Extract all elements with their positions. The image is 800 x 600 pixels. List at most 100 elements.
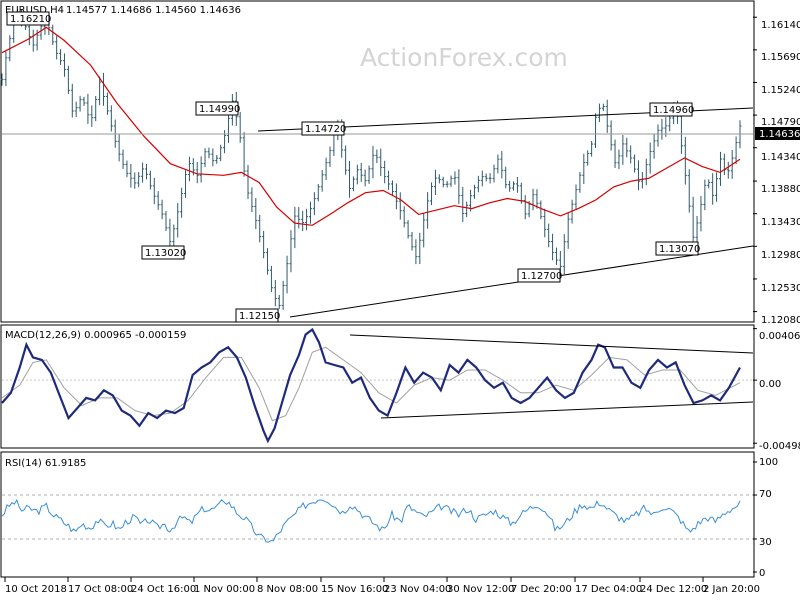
- y-tick-label: 1.15690: [761, 52, 800, 63]
- x-tick-label: 23 Nov 04:00: [384, 584, 451, 595]
- price-axis: 1.16140 1.15690 1.15240 1.14790 1.14340 …: [761, 20, 800, 326]
- price-bar: [390, 180, 394, 196]
- price-bar: [180, 187, 184, 218]
- price-bar: [4, 51, 8, 87]
- price-bar: [500, 151, 504, 179]
- price-bar: [476, 175, 480, 193]
- price-bar: [219, 144, 223, 162]
- price-bar: [281, 280, 285, 310]
- price-bar: [402, 206, 406, 228]
- price-bar: [691, 196, 695, 247]
- price-bar: [344, 145, 348, 175]
- price-bar: [472, 184, 476, 199]
- price-bar: [168, 218, 172, 251]
- price-bar: [718, 151, 722, 186]
- price-bar: [301, 210, 305, 232]
- price-bar: [305, 208, 309, 231]
- y-tick-label: 1.14790: [761, 117, 800, 128]
- price-bar: [449, 175, 453, 187]
- price-bar: [504, 166, 508, 189]
- svg-text:1.13070: 1.13070: [659, 244, 700, 255]
- price-bar: [590, 141, 594, 157]
- price-bar: [633, 154, 637, 173]
- price-bar: [387, 170, 391, 190]
- price-bar: [98, 76, 102, 106]
- x-tick-label: 10 Oct 2018: [5, 584, 67, 595]
- price-bar: [74, 101, 78, 118]
- price-bar: [172, 224, 176, 246]
- price-bar: [625, 137, 629, 158]
- price-bar: [195, 162, 199, 184]
- x-tick-label: 17 Oct 08:00: [68, 584, 133, 595]
- price-bar: [285, 255, 289, 294]
- price-bar: [609, 120, 613, 151]
- label-1-14960: 1.14960: [649, 102, 694, 117]
- x-tick-label: 15 Nov 16:00: [321, 584, 388, 595]
- price-bar: [363, 169, 367, 187]
- price-bar: [324, 157, 328, 180]
- price-bar: [90, 105, 94, 128]
- price-bar: [316, 184, 320, 202]
- price-bar: [351, 176, 355, 192]
- price-bar: [539, 200, 543, 220]
- y-tick-label: 1.12980: [761, 250, 800, 261]
- price-bar: [523, 195, 527, 220]
- rsi-tick-label: 30: [759, 537, 772, 548]
- price-bar: [137, 172, 141, 188]
- price-bar: [70, 83, 74, 118]
- price-bar: [683, 136, 687, 185]
- price-bar: [66, 65, 70, 94]
- price-bar: [320, 170, 324, 192]
- price-bar: [117, 134, 121, 162]
- price-bar: [152, 177, 156, 205]
- svg-text:1.12150: 1.12150: [239, 311, 280, 322]
- macd-lower-trendline: [380, 401, 754, 419]
- price-bar: [297, 207, 301, 229]
- price-bar: [617, 149, 621, 170]
- price-bar: [133, 172, 137, 189]
- price-bar: [726, 161, 730, 179]
- price-bar: [242, 132, 246, 177]
- price-bar: [59, 49, 63, 65]
- price-bar: [613, 139, 617, 168]
- price-bar: [262, 230, 266, 259]
- price-bar: [156, 191, 160, 210]
- price-bar: [129, 163, 133, 188]
- price-bar: [308, 201, 312, 224]
- macd-panel-frame: [0, 324, 755, 449]
- price-bar: [660, 118, 664, 140]
- macd-signal-line: [1, 346, 741, 422]
- price-bar: [457, 169, 461, 204]
- price-bar: [348, 160, 352, 198]
- x-tick-label: 7 Dec 20:00: [511, 584, 572, 595]
- macd-tick-label: 0.00: [759, 379, 781, 390]
- price-bar: [184, 170, 188, 198]
- price-bar: [594, 113, 598, 149]
- price-bar: [445, 180, 449, 188]
- macd-upper-trendline: [349, 334, 754, 354]
- price-bar: [441, 176, 445, 188]
- price-bar: [699, 196, 703, 232]
- x-tick-label: 24 Oct 16:00: [131, 584, 196, 595]
- price-bar: [254, 198, 258, 230]
- price-bar: [695, 215, 699, 245]
- price-bar: [418, 232, 422, 265]
- svg-text:1.14990: 1.14990: [199, 104, 240, 115]
- price-bar: [289, 230, 293, 273]
- y-tick-label: 1.12080: [761, 315, 800, 326]
- price-bar: [273, 279, 277, 307]
- price-bar: [269, 265, 273, 292]
- macd-tick-label: 0.004069: [759, 331, 800, 342]
- price-bar: [250, 187, 254, 213]
- price-bar: [379, 148, 383, 177]
- macd-tick-label: -0.004981: [759, 441, 800, 452]
- price-bar: [367, 165, 371, 184]
- price-bar: [515, 176, 519, 193]
- price-bar: [703, 179, 707, 211]
- price-bar: [141, 162, 145, 183]
- x-tick-label: 30 Nov 12:00: [447, 584, 514, 595]
- rsi-tick-label: 0: [759, 568, 765, 579]
- y-tick-label: 1.16140: [761, 20, 800, 31]
- macd-label: MACD(12,26,9) 0.000965 -0.000159: [5, 330, 186, 341]
- price-bar: [62, 53, 66, 77]
